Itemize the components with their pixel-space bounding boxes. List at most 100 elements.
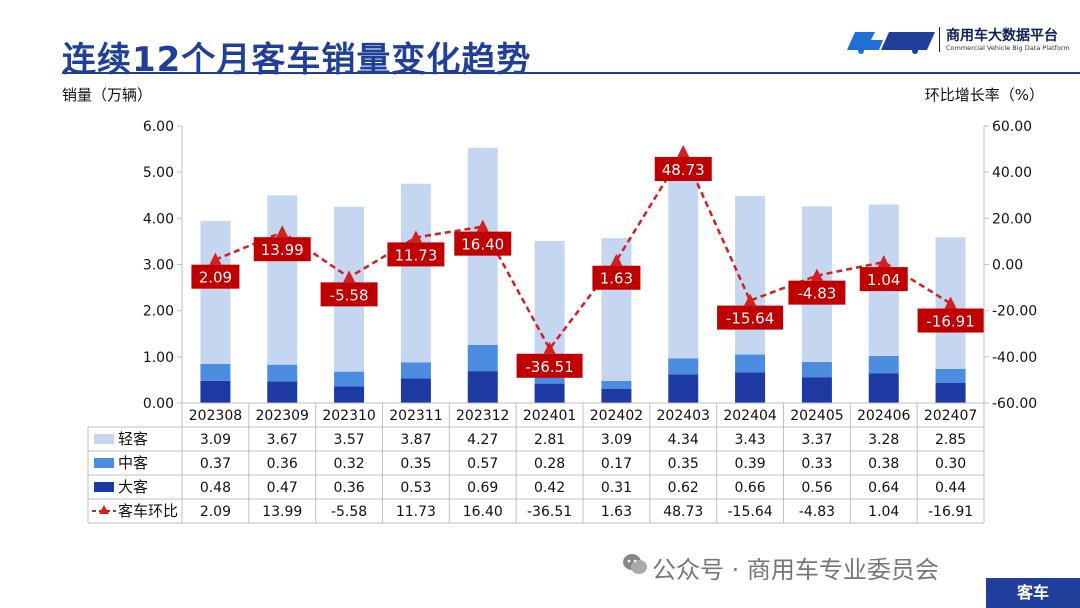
bar-中客: [334, 371, 365, 387]
bar-大客: [267, 381, 298, 403]
table-cell: 0.44: [935, 480, 966, 496]
right-tick-label: -40.00: [992, 350, 1037, 366]
legend-entry: 中客: [118, 454, 148, 472]
bar-大客: [601, 388, 632, 403]
table-cell: 0.35: [400, 456, 431, 472]
x-tick-label: 202407: [924, 408, 977, 424]
table-cell: 0.42: [534, 480, 565, 496]
table-cell: 0.39: [734, 456, 765, 472]
line-label-box: [859, 267, 908, 292]
table-cell: 11.73: [396, 504, 436, 520]
table-cell: 1.04: [868, 504, 899, 520]
table-cell: 3.43: [734, 432, 765, 448]
legend-key-swatch: [94, 482, 114, 492]
line-label-box: [454, 231, 512, 256]
bar-中客: [668, 358, 699, 375]
table-cell: 0.57: [467, 456, 498, 472]
table-cell: 13.99: [262, 504, 302, 520]
x-tick-label: 202402: [590, 408, 643, 424]
table-cell: -15.64: [728, 504, 773, 520]
bar-中客: [467, 344, 498, 372]
table-cell: 3.87: [400, 432, 431, 448]
line-marker: [744, 293, 757, 306]
table-cell: 0.32: [333, 456, 364, 472]
bar-中客: [801, 361, 832, 378]
line-label-box: [717, 305, 784, 330]
line-marker: [677, 145, 690, 158]
bar-大客: [735, 372, 766, 403]
legend-key-swatch: [94, 458, 114, 468]
table-cell: -36.51: [527, 504, 572, 520]
bar-大客: [400, 378, 431, 403]
bar-大客: [467, 371, 498, 403]
cvbd-logo-icon: [847, 32, 935, 54]
table-cell: 0.36: [333, 480, 364, 496]
legend-entry: 客车环比: [118, 502, 178, 520]
bar-中客: [200, 363, 231, 381]
left-tick-label: 2.00: [143, 304, 174, 320]
table-cell: 0.37: [200, 456, 231, 472]
logo-separator: [939, 27, 940, 52]
bar-中客: [400, 362, 431, 379]
table-cell: 48.73: [663, 504, 703, 520]
right-tick-label: 60.00: [992, 119, 1032, 135]
x-tick-label: 202404: [723, 408, 777, 424]
line-marker: [343, 270, 356, 283]
line-data-label: -16.91: [926, 313, 974, 331]
x-tick-label: 202405: [790, 408, 843, 424]
line-data-label: 16.40: [461, 236, 504, 254]
table-cell: 0.64: [868, 480, 899, 496]
legend-entry: 轻客: [118, 430, 148, 448]
left-tick-label: 4.00: [143, 211, 174, 227]
line-label-box: [191, 264, 240, 289]
title-underline: [62, 72, 1080, 74]
line-data-label: 48.73: [662, 161, 705, 179]
table-cell: 0.53: [400, 480, 431, 496]
line-marker: [276, 225, 289, 238]
line-data-label: -15.64: [726, 310, 774, 328]
table-cell: 4.27: [467, 432, 498, 448]
bar-中客: [935, 368, 966, 383]
logo-name: 商用车大数据平台: [946, 28, 1058, 44]
table-cell: 0.56: [801, 480, 832, 496]
table-cell: 0.33: [801, 456, 832, 472]
line-label-box: [788, 280, 846, 305]
line-data-label: 1.63: [600, 270, 633, 288]
left-tick-label: 5.00: [143, 165, 174, 181]
table-cell: -16.91: [928, 504, 973, 520]
bar-大客: [200, 380, 231, 403]
right-tick-label: 20.00: [992, 211, 1032, 227]
bar-大客: [868, 373, 899, 403]
x-tick-label: 202406: [857, 408, 911, 424]
table-cell: 0.36: [267, 456, 298, 472]
bar-大客: [935, 382, 966, 403]
table-cell: -4.83: [799, 504, 835, 520]
x-tick-label: 202309: [256, 408, 309, 424]
table-cell: 3.09: [200, 432, 231, 448]
left-axis-label: 销量（万辆）: [62, 86, 153, 104]
right-tick-label: -20.00: [992, 304, 1037, 320]
table-cell: 1.63: [601, 504, 632, 520]
table-cell: 0.47: [267, 480, 298, 496]
line-marker: [209, 252, 222, 265]
legend-entry: 大客: [118, 478, 148, 496]
line-label-box: [654, 157, 712, 182]
line-label-box: [917, 308, 984, 333]
table-cell: 0.38: [868, 456, 899, 472]
table-cell: 16.40: [463, 504, 503, 520]
line-data-label: -36.51: [525, 358, 573, 376]
legend-key-marker: [99, 505, 109, 514]
right-tick-label: -60.00: [992, 396, 1037, 412]
bar-中客: [267, 364, 298, 382]
table-cell: 2.81: [534, 432, 565, 448]
bar-轻客: [267, 195, 298, 365]
bar-轻客: [668, 157, 699, 359]
right-tick-label: 0.00: [992, 258, 1023, 274]
table-cell: 2.09: [200, 504, 231, 520]
line-marker: [409, 230, 422, 243]
x-tick-label: 202308: [189, 408, 242, 424]
bar-中客: [601, 380, 632, 389]
line-data-label: 2.09: [199, 269, 232, 287]
bar-中客: [868, 355, 899, 374]
